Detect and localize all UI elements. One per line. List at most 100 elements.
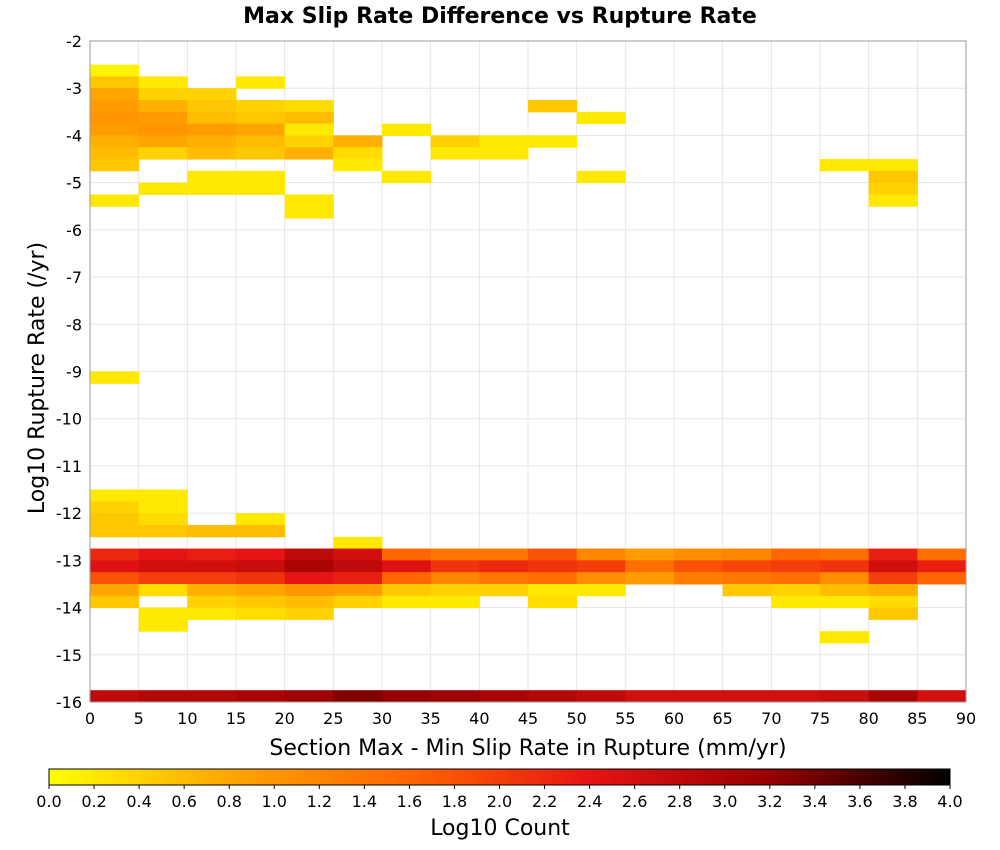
heatmap-cell	[382, 560, 432, 573]
y-tick-label: -8	[66, 315, 82, 334]
colorbar-label: Log10 Count	[430, 816, 570, 841]
heatmap-cell	[917, 690, 967, 703]
heatmap-cell	[90, 76, 140, 89]
colorbar-tick-label: 1.0	[262, 792, 287, 811]
heatmap-cell	[868, 548, 918, 561]
heatmap-cell	[284, 135, 334, 148]
heatmap-cell	[284, 123, 334, 136]
y-tick-label: -10	[56, 410, 82, 429]
heatmap-cell	[333, 595, 383, 609]
heatmap-cell	[187, 572, 237, 585]
heatmap-cell	[674, 548, 724, 561]
heatmap-cell	[868, 595, 918, 609]
heatmap-cell	[868, 560, 918, 573]
heatmap-cell	[284, 595, 334, 609]
colorbar-tick-label: 3.6	[847, 792, 872, 811]
heatmap-cell	[820, 572, 870, 585]
heatmap-cell	[284, 548, 334, 561]
heatmap-cell	[333, 548, 383, 561]
heatmap-cell	[187, 88, 237, 101]
colorbar-tick-label: 1.4	[352, 792, 377, 811]
heatmap-cell	[430, 595, 480, 609]
colorbar-tick-label: 3.2	[757, 792, 782, 811]
heatmap-cell	[284, 583, 334, 597]
x-tick-label: 55	[615, 709, 635, 728]
colorbar-tick-label: 1.8	[442, 792, 467, 811]
y-tick-label: -15	[56, 646, 82, 665]
colorbar-tick-label: 2.0	[487, 792, 512, 811]
x-tick-label: 5	[134, 709, 144, 728]
heatmap-cell	[382, 583, 432, 597]
heatmap-cell	[576, 690, 626, 703]
heatmap-cell	[430, 690, 480, 703]
heatmap-cell	[90, 501, 140, 514]
heatmap-cell	[722, 583, 772, 597]
heatmap-cell	[917, 572, 967, 585]
heatmap-cell	[236, 123, 286, 136]
heatmap-cell	[90, 560, 140, 573]
x-tick-label: 15	[226, 709, 246, 728]
colorbar-tick-label: 2.4	[577, 792, 602, 811]
heatmap-cell	[138, 147, 188, 160]
heatmap-cell	[576, 548, 626, 561]
heatmap-cell	[187, 560, 237, 573]
x-tick-label: 80	[858, 709, 878, 728]
heatmap-cell	[236, 513, 286, 526]
heatmap-cell	[236, 111, 286, 125]
heatmap-cell	[284, 572, 334, 585]
heatmap-cell	[284, 607, 334, 620]
heatmap-cell	[236, 548, 286, 561]
heatmap-cell	[382, 170, 432, 184]
colorbar-tick-label: 4.0	[937, 792, 962, 811]
heatmap-cell	[90, 111, 140, 125]
heatmap-cell	[771, 572, 821, 585]
heatmap-cell	[528, 560, 578, 573]
heatmap-cell	[917, 560, 967, 573]
heatmap-cell	[236, 607, 286, 620]
heatmap-cell	[138, 76, 188, 89]
heatmap-cell	[625, 572, 675, 585]
heatmap-cell	[820, 560, 870, 573]
heatmap-cell	[284, 560, 334, 573]
heatmap-cell	[868, 690, 918, 703]
heatmap-cell	[90, 64, 140, 77]
heatmap-cell	[236, 690, 286, 703]
heatmap-cell	[576, 170, 626, 184]
heatmap-cell	[430, 548, 480, 561]
heatmap-cell	[187, 595, 237, 609]
heatmap-cell	[138, 548, 188, 561]
heatmap-cell	[90, 100, 140, 113]
heatmap-cell	[138, 88, 188, 101]
heatmap-cell	[576, 572, 626, 585]
plot-area-frame	[89, 40, 967, 703]
colorbar-tick-label: 0.2	[81, 792, 106, 811]
heatmap-cell	[576, 111, 626, 125]
heatmap-cell	[382, 690, 432, 703]
y-tick-label: -12	[56, 504, 82, 523]
heatmap-cell	[187, 182, 237, 195]
heatmap-cell	[479, 147, 529, 160]
x-tick-label: 60	[664, 709, 684, 728]
y-tick-label: -7	[66, 268, 82, 287]
heatmap-cell	[284, 147, 334, 160]
heatmap-cell	[430, 147, 480, 160]
colorbar	[48, 768, 951, 786]
heatmap-cell	[284, 111, 334, 125]
heatmap-cell	[528, 135, 578, 148]
heatmap-cell	[333, 159, 383, 172]
heatmap-cell	[625, 560, 675, 573]
heatmap-cell	[236, 100, 286, 113]
heatmap-cell	[236, 182, 286, 195]
heatmap-cell	[138, 111, 188, 125]
heatmap-cell	[90, 135, 140, 148]
heatmap-cell	[820, 159, 870, 172]
heatmap-cells	[90, 64, 967, 703]
x-tick-label: 45	[518, 709, 538, 728]
heatmap-cell	[868, 159, 918, 172]
heatmap-cell	[382, 548, 432, 561]
heatmap-cell	[90, 88, 140, 101]
x-tick-label: 10	[177, 709, 197, 728]
heatmap-cell	[187, 690, 237, 703]
y-tick-label: -9	[66, 363, 82, 382]
